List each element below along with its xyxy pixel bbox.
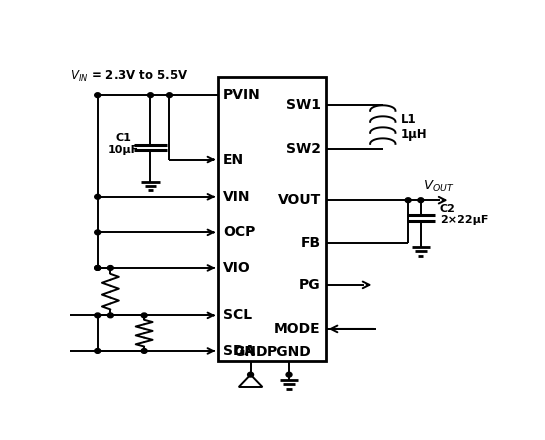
Circle shape: [95, 230, 101, 235]
Circle shape: [95, 194, 101, 199]
Circle shape: [141, 348, 147, 353]
Circle shape: [148, 93, 154, 98]
Circle shape: [95, 93, 101, 98]
Text: VIO: VIO: [223, 261, 251, 275]
Circle shape: [418, 198, 424, 202]
Text: $V_{IN}$ = 2.3V to 5.5V: $V_{IN}$ = 2.3V to 5.5V: [70, 69, 189, 84]
Text: FB: FB: [301, 235, 320, 249]
Text: GND: GND: [233, 345, 268, 359]
Text: MODE: MODE: [274, 322, 320, 336]
Text: VOUT: VOUT: [277, 193, 320, 207]
Circle shape: [107, 266, 113, 270]
Circle shape: [247, 372, 253, 377]
Text: L1
1μH: L1 1μH: [401, 114, 427, 141]
Text: SW1: SW1: [286, 98, 320, 112]
Text: $V_{OUT}$: $V_{OUT}$: [423, 179, 455, 194]
Text: C2
2×22μF: C2 2×22μF: [440, 204, 488, 225]
Circle shape: [95, 266, 101, 270]
Text: SCL: SCL: [223, 308, 252, 323]
Text: EN: EN: [223, 153, 244, 166]
Text: PG: PG: [299, 278, 320, 292]
Circle shape: [95, 313, 101, 318]
Text: OCP: OCP: [223, 225, 256, 239]
Bar: [218, 77, 326, 361]
Text: PGND: PGND: [267, 345, 311, 359]
Text: VIN: VIN: [223, 190, 251, 204]
Circle shape: [167, 93, 172, 98]
Circle shape: [405, 198, 411, 202]
Circle shape: [107, 313, 113, 318]
Text: SW2: SW2: [286, 143, 320, 156]
Circle shape: [95, 348, 101, 353]
Circle shape: [141, 313, 147, 318]
Text: C1
10μF: C1 10μF: [107, 133, 138, 155]
Text: SDA: SDA: [223, 344, 256, 358]
Circle shape: [286, 372, 292, 377]
Text: PVIN: PVIN: [223, 88, 261, 102]
Circle shape: [95, 266, 101, 270]
